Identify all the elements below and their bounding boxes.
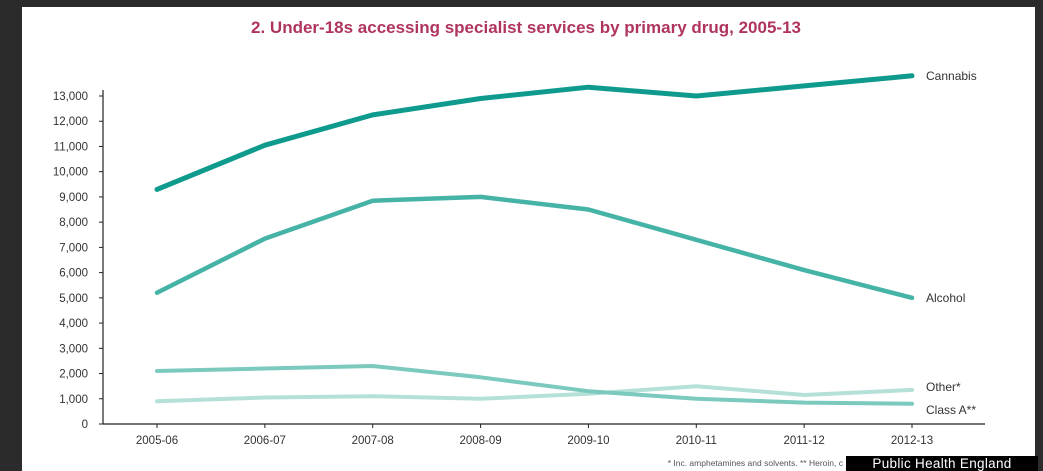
y-tick-label: 0 xyxy=(82,419,88,431)
series-line-alcohol xyxy=(154,194,915,301)
series-label-cannabis: Cannabis xyxy=(926,69,977,83)
series-line-other xyxy=(155,384,914,404)
y-tick-label: 4,000 xyxy=(59,318,88,330)
series-label-classa: Class A** xyxy=(926,403,976,417)
series-lines xyxy=(154,73,915,406)
y-tick-label: 2,000 xyxy=(59,369,88,381)
y-tick-label: 3,000 xyxy=(59,343,88,355)
y-tick-label: 8,000 xyxy=(59,217,88,229)
y-tick-label: 11,000 xyxy=(54,141,88,153)
y-tick-label: 5,000 xyxy=(59,293,88,305)
x-tick-label: 2008-09 xyxy=(459,435,501,447)
footnote: * Inc. amphetamines and solvents. ** Her… xyxy=(668,458,844,468)
x-tick-label: 2009-10 xyxy=(567,435,609,447)
y-tick-label: 13,000 xyxy=(53,91,88,103)
axes: 0 1,000 2,000 3,000 4,000 5,000 6,000 7,000 8,00… xyxy=(53,90,985,447)
source-label: Public Health England xyxy=(846,456,1038,471)
x-tick-label: 2012-13 xyxy=(891,435,933,447)
y-tick-label: 1,000 xyxy=(59,394,88,406)
x-tick-label: 2006-07 xyxy=(244,435,286,447)
x-tick-label: 2010-11 xyxy=(676,435,717,447)
series-label-alcohol: Alcohol xyxy=(926,291,965,305)
series-line-cannabis xyxy=(154,73,915,192)
y-tick-label: 9,000 xyxy=(59,192,88,204)
series-label-other: Other* xyxy=(926,380,961,394)
x-tick-label: 2011-12 xyxy=(783,435,824,447)
series-labels: Cannabis Alcohol Other* Class A** xyxy=(926,69,977,417)
series-line-classa xyxy=(155,364,914,406)
y-tick-label: 12,000 xyxy=(53,116,88,128)
chart-title: 2. Under-18s accessing specialist servic… xyxy=(251,18,801,37)
x-tick-label: 2005-06 xyxy=(136,435,178,447)
y-tick-label: 7,000 xyxy=(59,242,88,254)
x-tick-label: 2007-08 xyxy=(352,435,394,447)
y-tick-label: 10,000 xyxy=(53,167,88,179)
y-tick-label: 6,000 xyxy=(59,268,88,280)
